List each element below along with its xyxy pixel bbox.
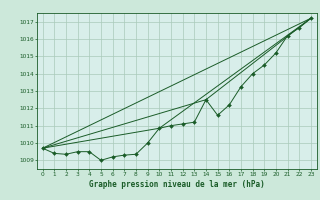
X-axis label: Graphe pression niveau de la mer (hPa): Graphe pression niveau de la mer (hPa) (89, 180, 265, 189)
